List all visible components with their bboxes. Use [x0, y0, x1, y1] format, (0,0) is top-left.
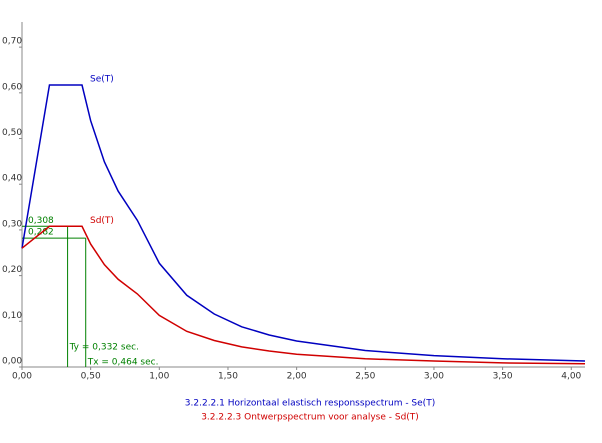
x-tick-label: 3,50	[493, 372, 513, 382]
series-label: Se(T)	[90, 75, 114, 85]
x-tick-label: 3,00	[424, 372, 444, 382]
y-tick-label: 0,10	[2, 311, 22, 321]
series-label: Sd(T)	[90, 216, 114, 226]
y-tick-label: 0,70	[2, 37, 22, 47]
x-tick-label: 2,00	[287, 372, 307, 382]
y-tick-label: 0,20	[2, 265, 22, 275]
y-tick-label: 0,30	[2, 219, 22, 229]
y-tick-label: 0,40	[2, 174, 22, 184]
x-tick-label: 0,50	[81, 372, 101, 382]
x-tick-label: 4,00	[561, 372, 581, 382]
y-tick-label: 0,60	[2, 82, 22, 92]
y-tick-label: 0,50	[2, 128, 22, 138]
x-tick-label: 2,50	[355, 372, 375, 382]
x-tick-label: 1,00	[149, 372, 169, 382]
series-line	[21, 84, 586, 362]
annotation-x-label: Ty = 0,332 sec.	[69, 343, 139, 353]
x-tick-label: 1,50	[218, 372, 238, 382]
annotation-y-label: 0,308	[28, 216, 54, 226]
x-tick-label: 0,00	[12, 372, 32, 382]
annotation-x-label: Tx = 0,464 sec.	[87, 358, 159, 368]
series-line	[21, 225, 586, 365]
series-title: 3.2.2.2.1 Horizontaal elastisch responss…	[185, 399, 435, 409]
series-title: 3.2.2.2.3 Ontwerpspectrum voor analyse -…	[201, 413, 419, 423]
y-tick-label: 0,00	[2, 357, 22, 367]
